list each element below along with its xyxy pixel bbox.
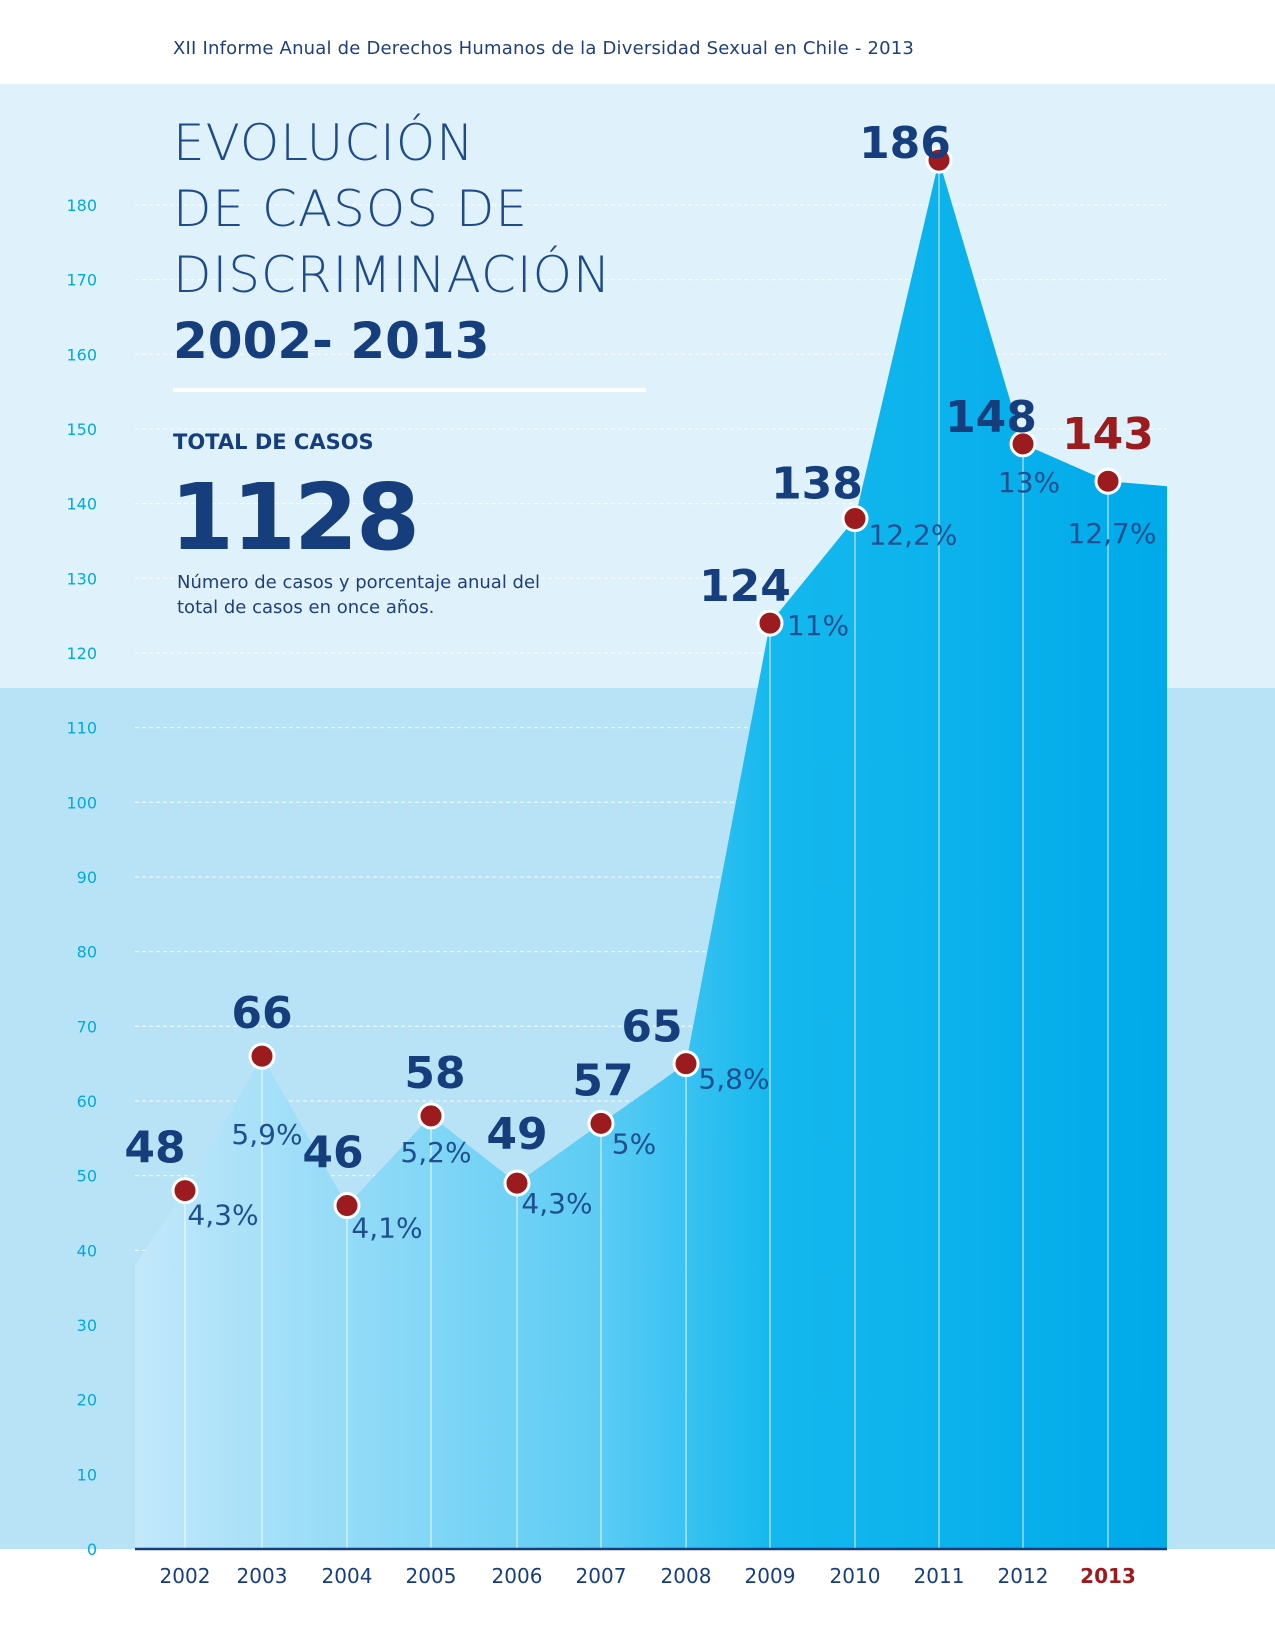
data-point-2004 <box>333 1192 361 1220</box>
data-point-2008 <box>672 1050 700 1078</box>
y-tick-label-60: 60 <box>77 1092 97 1111</box>
value-label-2002: 48 <box>124 1123 185 1174</box>
x-tick-label-2013: 2013 <box>1080 1564 1136 1588</box>
data-point-2011 <box>925 146 953 174</box>
x-tick-label-2012: 2012 <box>998 1564 1049 1588</box>
y-tick-label-130: 130 <box>66 569 97 588</box>
percent-label-5-2007: 5% <box>612 1127 656 1160</box>
y-tick-label-70: 70 <box>77 1017 97 1036</box>
value-label-2013: 143 <box>1062 409 1154 460</box>
x-tick-label-2007: 2007 <box>576 1564 627 1588</box>
data-point-2009 <box>756 609 784 637</box>
markers <box>171 146 1122 1220</box>
y-tick-label-150: 150 <box>66 420 97 439</box>
data-point-2006 <box>503 1169 531 1197</box>
percent-labels: 4,3%5,9%4,1%5,2%4,3%5%5,8%11%12,2%16,5%1… <box>187 466 1157 1245</box>
percent-label-4-3-2006: 4,3% <box>521 1187 592 1220</box>
value-label-2008: 65 <box>621 1002 682 1053</box>
percent-label-4-1-2004: 4,1% <box>351 1212 422 1245</box>
total-description: Número de casos y porcentaje anual del t… <box>177 572 541 618</box>
data-point-2005 <box>417 1102 445 1130</box>
x-tick-label-2003: 2003 <box>237 1564 288 1588</box>
x-tick-label-2008: 2008 <box>661 1564 712 1588</box>
percent-label-4-3-2002: 4,3% <box>187 1199 258 1232</box>
total-label: TOTAL DE CASOS <box>173 430 374 454</box>
y-tick-label-180: 180 <box>66 196 97 215</box>
percent-label-5-2-2005: 5,2% <box>400 1136 471 1169</box>
data-point-2010 <box>841 505 869 533</box>
y-tick-label-20: 20 <box>77 1391 97 1410</box>
value-label-2010: 138 <box>771 459 863 510</box>
y-tick-label-140: 140 <box>66 495 97 514</box>
value-label-2011: 186 <box>859 118 951 169</box>
value-label-2012: 148 <box>945 392 1037 443</box>
x-tick-label-2004: 2004 <box>322 1564 373 1588</box>
y-tick-label-100: 100 <box>66 793 97 812</box>
percent-label-12-2-2010: 12,2% <box>869 519 958 552</box>
y-tick-label-40: 40 <box>77 1241 97 1260</box>
y-tick-label-160: 160 <box>66 345 97 364</box>
total-value: 1128 <box>170 464 420 571</box>
x-tick-label-2002: 2002 <box>160 1564 211 1588</box>
title-line-1: EVOLUCIÓN <box>173 114 475 172</box>
x-axis-ticks: 2002 2003 2004 2005 2006 2007 2008 2009 2010 2011… <box>160 1564 1136 1588</box>
value-label-2007: 57 <box>572 1055 633 1106</box>
data-point-2012 <box>1009 430 1037 458</box>
data-point-2002 <box>171 1177 199 1205</box>
drop-lines <box>184 160 1109 1549</box>
y-tick-label-80: 80 <box>77 943 97 962</box>
y-tick-label-170: 170 <box>66 271 97 290</box>
title-years: 2002- 2013 <box>173 312 490 370</box>
data-area <box>135 160 1167 1550</box>
title-divider <box>173 388 646 392</box>
data-point-2013 <box>1094 467 1122 495</box>
percent-label-12-7-2013: 12,7% <box>1068 517 1157 550</box>
y-tick-label-110: 110 <box>66 719 97 738</box>
percent-label-5-8-2008: 5,8% <box>698 1063 769 1096</box>
value-label-2009: 124 <box>699 561 791 612</box>
x-tick-label-2010: 2010 <box>830 1564 881 1588</box>
value-label-2005: 58 <box>404 1048 465 1099</box>
data-point-2007 <box>587 1109 615 1137</box>
x-tick-label-2011: 2011 <box>914 1564 965 1588</box>
title-line-3: DISCRIMINACIÓN <box>173 246 612 304</box>
x-tick-label-2006: 2006 <box>492 1564 543 1588</box>
chart-title: EVOLUCIÓN DE CASOS DE DISCRIMINACIÓN 200… <box>173 110 611 374</box>
y-tick-label-50: 50 <box>77 1167 97 1186</box>
value-label-2006: 49 <box>486 1109 547 1160</box>
y-tick-label-90: 90 <box>77 868 97 887</box>
title-line-2: DE CASOS DE <box>173 180 528 238</box>
percent-label-11-2009: 11% <box>787 609 849 642</box>
x-tick-label-2005: 2005 <box>406 1564 457 1588</box>
percent-label-13-2012: 13% <box>998 466 1060 499</box>
value-label-2004: 46 <box>302 1128 363 1179</box>
y-tick-label-10: 10 <box>77 1465 97 1484</box>
y-axis-ticks: 0 10 20 30 40 50 60 70 80 90 100 110 120 130 140 150 160… <box>66 196 97 1559</box>
percent-label-5-9-2003: 5,9% <box>231 1118 302 1151</box>
value-label-2003: 66 <box>231 988 292 1039</box>
data-point-2003 <box>248 1042 276 1070</box>
report-header: XII Informe Anual de Derechos Humanos de… <box>173 38 915 59</box>
y-tick-label-30: 30 <box>77 1316 97 1335</box>
y-tick-label-0: 0 <box>87 1540 97 1559</box>
area-layer <box>135 160 1167 1550</box>
x-tick-label-2009: 2009 <box>745 1564 796 1588</box>
y-tick-label-120: 120 <box>66 644 97 663</box>
